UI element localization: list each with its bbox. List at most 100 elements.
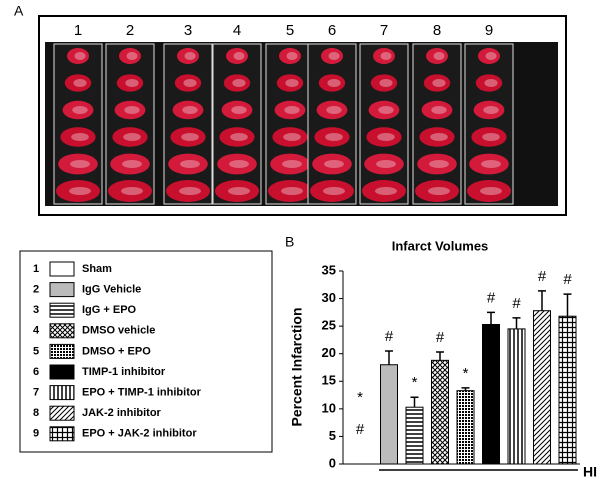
legend-number: 9 xyxy=(33,428,39,440)
significance-marker: # xyxy=(385,328,394,345)
error-bar xyxy=(563,293,572,317)
slice-highlight xyxy=(484,79,498,87)
lane-label: 5 xyxy=(286,22,294,39)
slice-highlight xyxy=(430,133,448,141)
significance-marker: # xyxy=(487,289,496,306)
slice-highlight xyxy=(70,160,90,168)
legend-swatch xyxy=(49,385,75,401)
slice-highlight xyxy=(121,187,143,195)
lane-photo xyxy=(105,43,155,205)
legend-swatch xyxy=(49,364,75,380)
slice-highlight xyxy=(377,133,395,141)
slice-highlight xyxy=(432,79,446,87)
slice-highlight xyxy=(326,106,342,114)
slice-highlight xyxy=(480,187,502,195)
slice-highlight xyxy=(71,133,89,141)
bar xyxy=(405,406,424,465)
slice-highlight xyxy=(232,79,246,87)
slice-highlight xyxy=(481,160,501,168)
slice-highlight xyxy=(183,79,197,87)
slice-highlight xyxy=(429,160,449,168)
error-bar xyxy=(410,396,419,408)
slice-highlight xyxy=(184,52,196,60)
significance-marker: # xyxy=(356,421,365,438)
error-bar xyxy=(487,311,495,325)
y-tick-label: 20 xyxy=(322,345,336,360)
legend-label: EPO + JAK-2 inhibitor xyxy=(82,428,197,440)
legend-swatch xyxy=(49,302,75,318)
error-bar xyxy=(461,387,470,391)
y-tick-label: 25 xyxy=(322,318,336,333)
legend-number: 4 xyxy=(33,325,40,337)
slice-highlight xyxy=(230,133,248,141)
lane-label: 6 xyxy=(328,22,336,39)
slice-highlight xyxy=(485,52,497,60)
slice-highlight xyxy=(123,133,141,141)
legend-swatch xyxy=(49,261,75,277)
slice-highlight xyxy=(380,52,392,60)
legend-label: IgG Vehicle xyxy=(82,284,141,296)
error-bar xyxy=(436,351,444,361)
y-axis-label: Percent Infarction xyxy=(289,307,305,426)
legend-swatch xyxy=(49,282,75,298)
panel-a-label: A xyxy=(14,3,24,19)
slice-highlight xyxy=(126,52,138,60)
error-bar xyxy=(385,350,393,365)
slice-highlight xyxy=(431,106,447,114)
legend-label: DMSO vehicle xyxy=(82,325,155,337)
error-bar xyxy=(538,290,546,311)
lane-photo xyxy=(163,43,213,205)
legend-swatch xyxy=(49,426,75,442)
lane-photo xyxy=(307,43,357,205)
legend-label: JAK-2 inhibitor xyxy=(82,407,162,419)
bar xyxy=(456,390,475,465)
slice-highlight xyxy=(180,160,200,168)
legend-label: DMSO + EPO xyxy=(82,345,151,357)
bar xyxy=(431,359,449,465)
legend-swatch xyxy=(49,343,75,359)
significance-marker: # xyxy=(512,295,521,312)
lane-photo xyxy=(464,43,514,205)
slice-highlight xyxy=(325,133,343,141)
significance-marker: * xyxy=(357,389,363,406)
slice-highlight xyxy=(231,106,247,114)
slice-highlight xyxy=(323,187,345,195)
panel-b-label: B xyxy=(285,234,294,250)
legend-label: IgG + EPO xyxy=(82,304,137,316)
slice-highlight xyxy=(228,187,250,195)
slice-highlight xyxy=(125,79,139,87)
slice-highlight xyxy=(229,160,249,168)
error-bar xyxy=(512,317,521,329)
slice-highlight xyxy=(379,79,393,87)
lane-label: 4 xyxy=(233,22,241,39)
slice-highlight xyxy=(433,52,445,60)
slice-highlight xyxy=(181,133,199,141)
y-tick-label: 15 xyxy=(322,373,336,388)
legend-number: 3 xyxy=(33,304,39,316)
legend-number: 5 xyxy=(33,345,39,357)
lane-photo xyxy=(359,43,409,205)
slice-highlight xyxy=(324,160,344,168)
slice-highlight xyxy=(428,187,450,195)
chart-title: Infarct Volumes xyxy=(392,238,489,253)
bar xyxy=(507,328,526,465)
legend-label: Sham xyxy=(82,263,112,275)
slice-highlight xyxy=(283,133,301,141)
slice-highlight xyxy=(69,187,91,195)
significance-marker: * xyxy=(412,374,418,391)
lane-photo xyxy=(412,43,462,205)
slice-highlight xyxy=(281,187,303,195)
legend-number: 7 xyxy=(33,387,39,399)
significance-marker: # xyxy=(436,329,445,346)
slice-highlight xyxy=(179,187,201,195)
slice-highlight xyxy=(286,52,298,60)
y-tick-label: 30 xyxy=(322,290,336,305)
significance-marker: * xyxy=(463,365,469,382)
slice-highlight xyxy=(482,133,500,141)
slice-highlight xyxy=(328,52,340,60)
legend-number: 6 xyxy=(33,366,39,378)
slice-highlight xyxy=(182,106,198,114)
slice-highlight xyxy=(72,106,88,114)
